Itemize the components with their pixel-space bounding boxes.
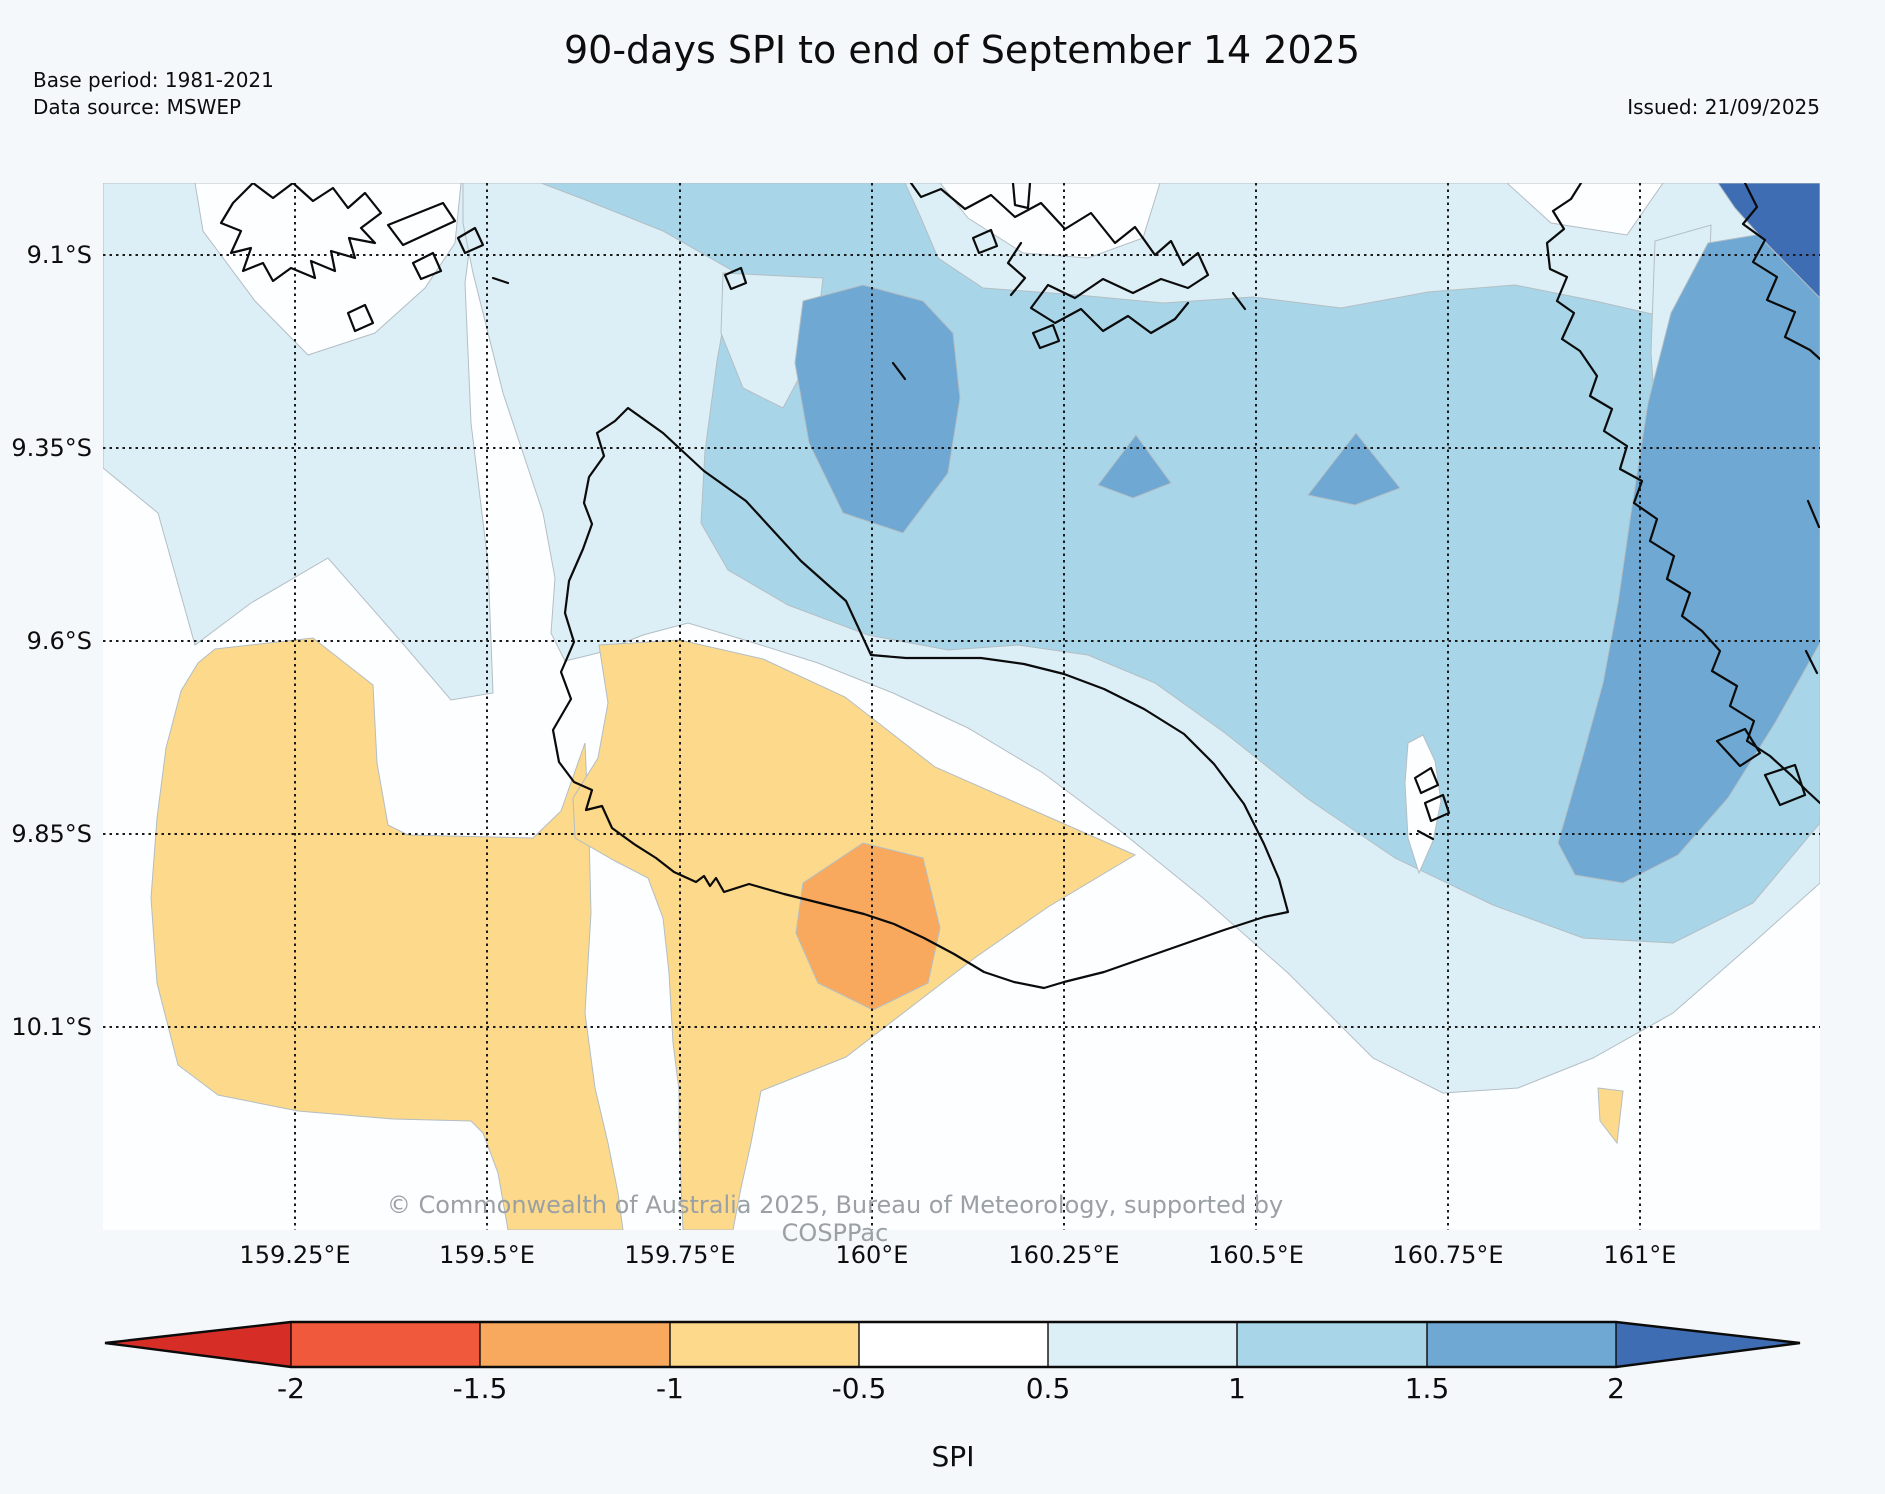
coastline-malaita-northeast	[1741, 183, 1820, 361]
spi-map-figure	[103, 183, 1820, 1230]
region-spi-1.5-2-topcentre-blob	[794, 284, 961, 534]
cbar-tick-minus1: -1	[656, 1372, 684, 1405]
coastline-sliver-islet-dash	[1416, 829, 1435, 841]
lon-tick-160.5E: 160.5°E	[1208, 1241, 1304, 1269]
coastline-maramasike-1	[1715, 727, 1762, 768]
page-title: 90-days SPI to end of September 14 2025	[563, 28, 1360, 72]
region-spi-minus1-minus0.5-tiny-southeast	[1597, 1087, 1624, 1145]
coastline-russell-islet-1	[386, 201, 457, 247]
lon-tick-159.5E: 159.5°E	[439, 1241, 535, 1269]
lon-tick-160E: 160°E	[835, 1241, 909, 1269]
colorbar-axis-label: SPI	[931, 1440, 975, 1473]
colorbar-outline	[104, 1320, 1801, 1369]
lat-tick-10.1S: 10.1°S	[11, 1013, 92, 1041]
lon-tick-160.75E: 160.75°E	[1392, 1241, 1504, 1269]
lat-tick-9.35S: 9.35°S	[11, 434, 92, 462]
colorbar-arrow-above-2	[1616, 1322, 1800, 1367]
cbar-tick-minus1.5: -1.5	[452, 1372, 508, 1405]
region-spi-minus1.5-minus1-core	[795, 842, 941, 1011]
region-spi-1.5-2-malaita-band	[1557, 227, 1820, 884]
cbar-tick-2: 2	[1607, 1372, 1625, 1405]
coastline-russell-islet-3	[456, 226, 485, 255]
colorbar-seg-minus1.5-minus1	[480, 1322, 670, 1367]
coastline-maramasike-2	[1763, 763, 1807, 807]
coastline-florida-islet-dash-1	[1231, 291, 1247, 311]
coastline-guadalcanal	[551, 406, 1290, 990]
coastline-malaita-west	[1545, 183, 1820, 805]
colorbar-arrow-below-minus2	[105, 1322, 291, 1367]
colorbar-seg-minus0.5-0.5	[859, 1322, 1048, 1367]
coastline-florida-islet-1	[971, 228, 999, 255]
region-spi-1.5-2-small-patch-east	[1307, 432, 1401, 506]
colorbar-seg-1.5-2	[1427, 1322, 1616, 1367]
colorbar-seg-1-1.5	[1237, 1322, 1427, 1367]
coastline-russell-islet-4	[346, 303, 375, 333]
region-spi-minus1-minus0.5-southwest-blob	[150, 637, 624, 1230]
lon-tick-159.75E: 159.75°E	[624, 1241, 736, 1269]
coastline-russell-islet-dash	[491, 276, 510, 285]
coastline-florida-islet-dash-2	[891, 361, 907, 381]
coastline-florida-islands-west	[1006, 241, 1027, 297]
cbar-tick-1.5: 1.5	[1404, 1372, 1450, 1405]
lon-tick-160.25E: 160.25°E	[1008, 1241, 1120, 1269]
region-white-florida-islands	[939, 183, 1161, 259]
colorbar-seg-minus1-minus0.5	[670, 1322, 859, 1367]
lat-tick-9.1S: 9.1°S	[26, 241, 92, 269]
coastline-sliver-islet-2	[1423, 793, 1451, 823]
lat-tick-9.6S: 9.6°S	[26, 627, 92, 655]
issued-date-text: Issued: 21/09/2025	[1627, 95, 1820, 119]
coastline-russell-islands	[219, 183, 383, 283]
base-period-text: Base period: 1981-2021	[33, 68, 274, 92]
copyright-text: © Commonwealth of Australia 2025, Bureau…	[386, 1191, 1284, 1247]
coastline-florida-islet-2	[1031, 323, 1061, 350]
coastline-sliver-islet-1	[1413, 766, 1440, 795]
lat-tick-9.85S: 9.85°S	[11, 820, 92, 848]
coastline-east-edge-dash-2	[1804, 649, 1819, 675]
region-spi-above-2-corner	[1717, 183, 1820, 299]
colorbar-dividers	[290, 1322, 1617, 1367]
coastline-florida-islet-u	[1011, 183, 1032, 210]
coastline-east-edge-dash-1	[1806, 499, 1820, 529]
colorbar-seg-minus2-minus1.5	[291, 1322, 480, 1367]
graticule-gridlines	[103, 183, 1820, 1230]
region-spi-1.5-2-small-patch-west	[1097, 434, 1172, 499]
coastline-russell-islet-2	[411, 251, 443, 281]
lon-tick-161E: 161°E	[1603, 1241, 1677, 1269]
cbar-tick-1: 1	[1228, 1372, 1246, 1405]
data-source-text: Data source: MSWEP	[33, 95, 242, 119]
coastline-florida-islands-main	[909, 183, 1210, 335]
coastlines	[219, 183, 1820, 990]
lon-tick-159.25E: 159.25°E	[239, 1241, 351, 1269]
cbar-tick-0.5: 0.5	[1025, 1372, 1071, 1405]
spi-colorbar	[104, 1320, 1801, 1369]
coastline-savo-island	[723, 266, 748, 291]
cbar-tick-minus0.5: -0.5	[831, 1372, 887, 1405]
cbar-tick-minus2: -2	[277, 1372, 305, 1405]
colorbar-seg-0.5-1	[1048, 1322, 1237, 1367]
region-white-wedge-northeast	[1506, 183, 1664, 236]
